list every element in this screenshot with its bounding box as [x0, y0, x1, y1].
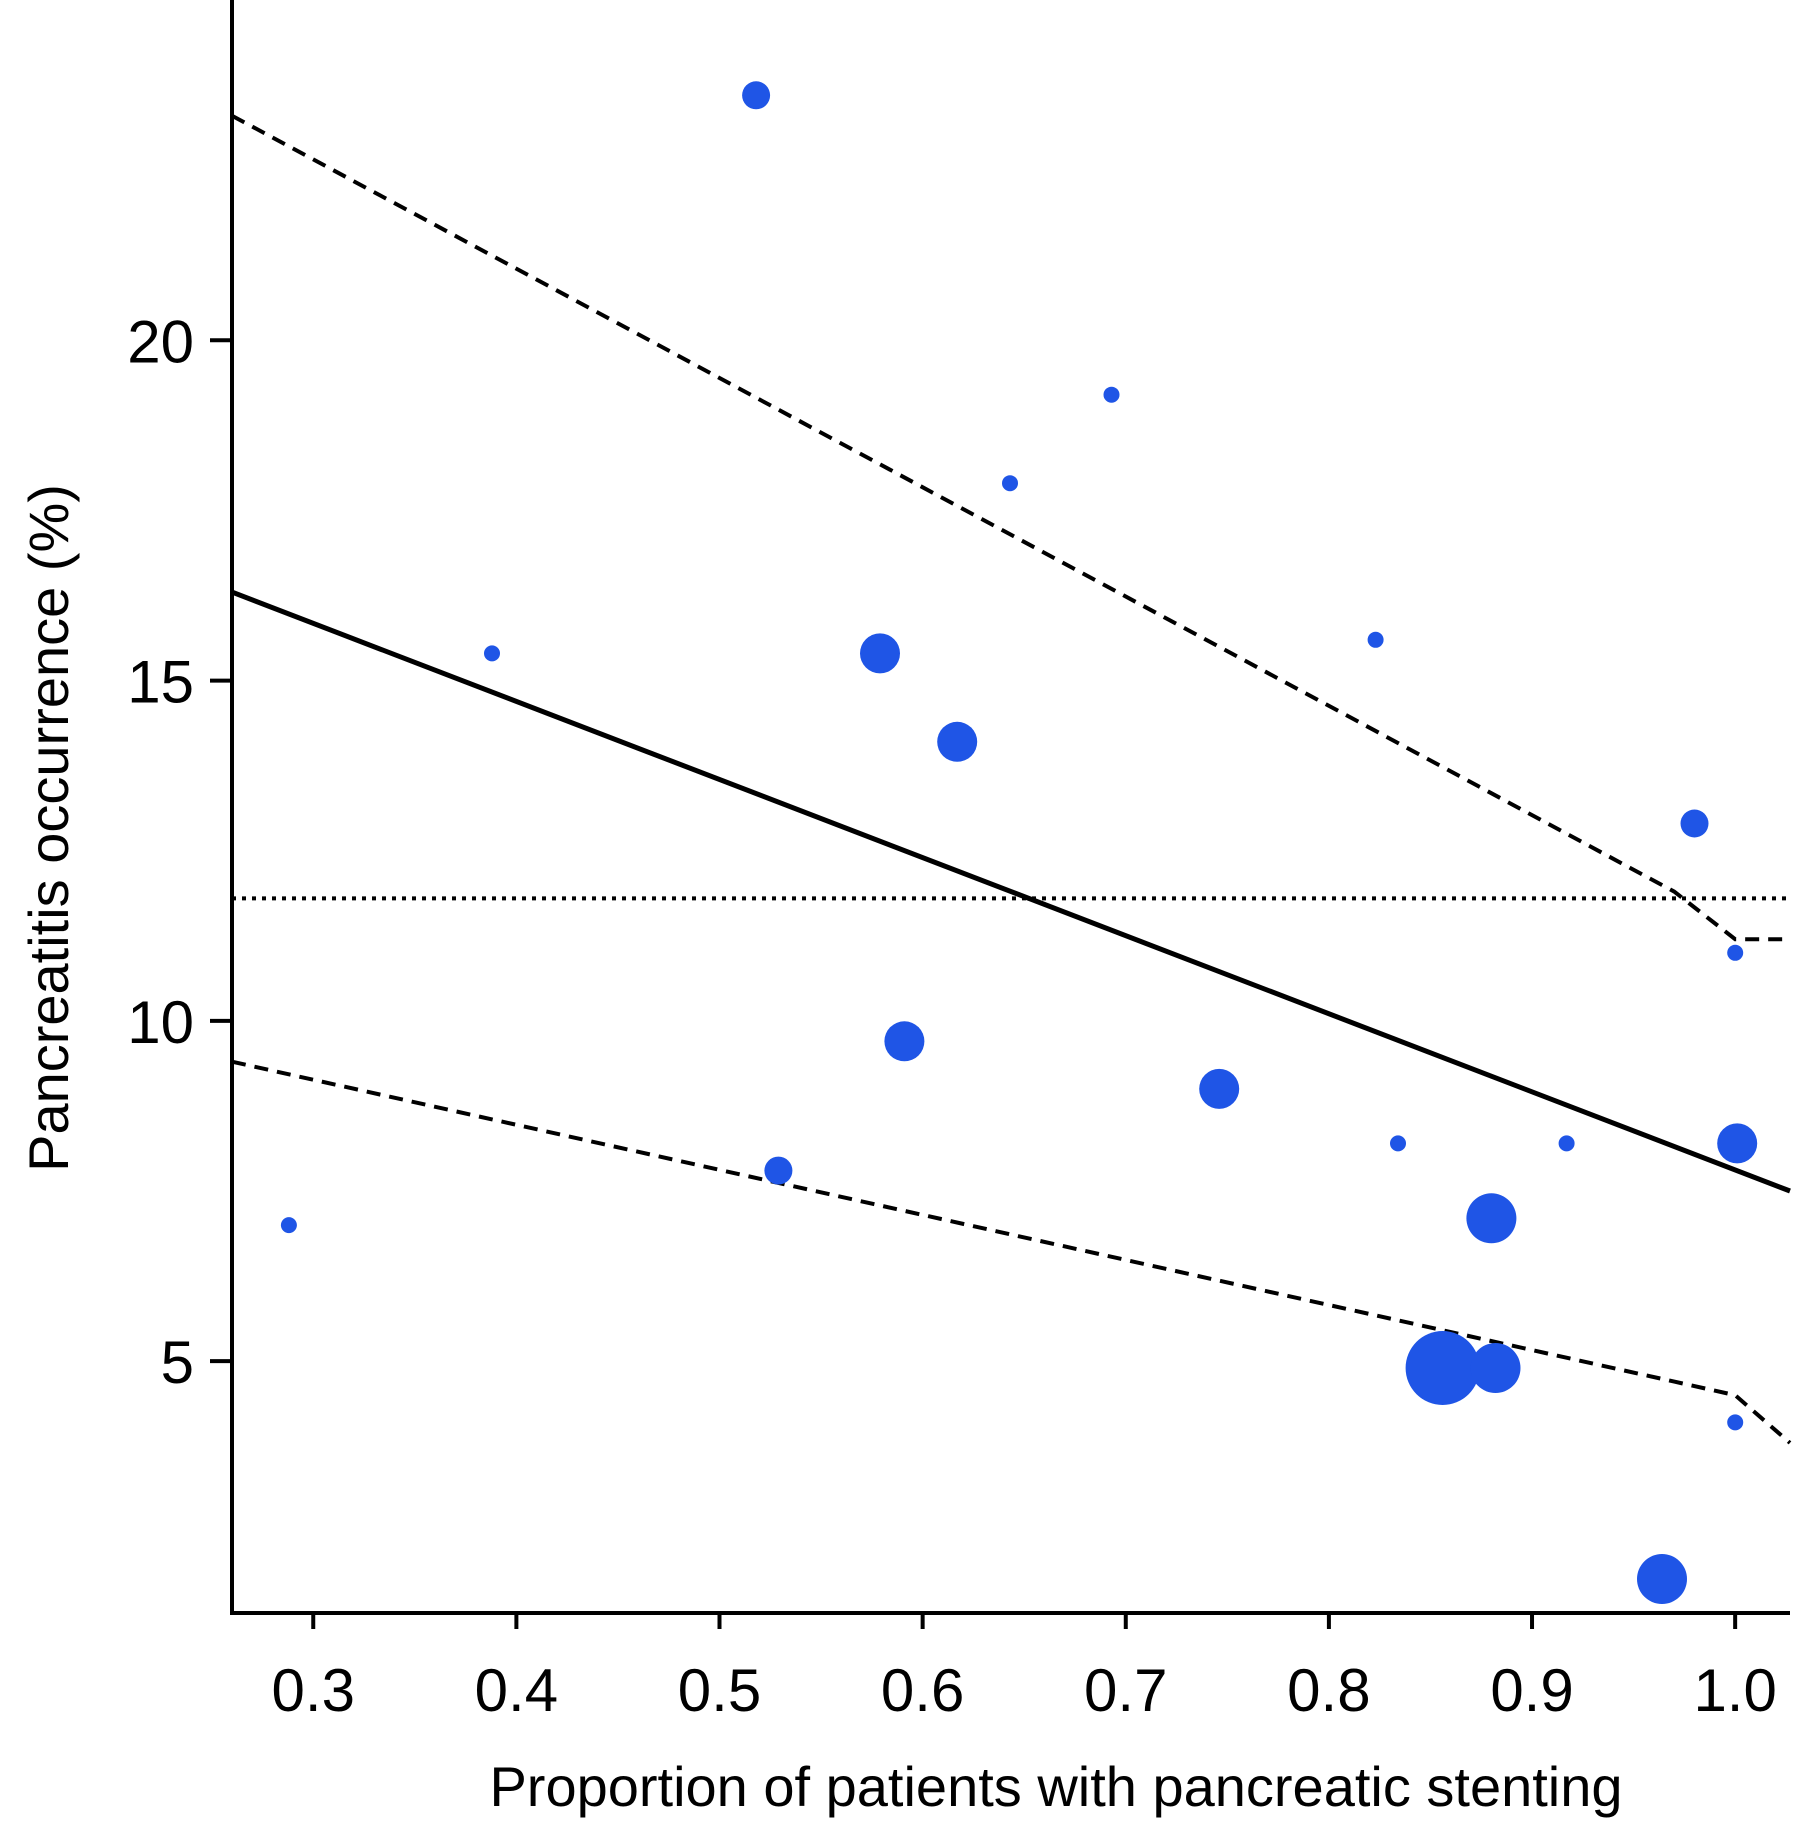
data-point — [742, 81, 771, 110]
data-point — [1367, 631, 1384, 648]
y-tick-label: 5 — [161, 1329, 194, 1396]
x-tick-label: 0.5 — [678, 1657, 761, 1724]
data-point — [937, 721, 978, 762]
x-tick-label: 0.6 — [881, 1657, 964, 1724]
x-tick-label: 1.0 — [1693, 1657, 1776, 1724]
data-point — [484, 645, 500, 662]
data-point — [1727, 944, 1744, 961]
y-axis-title: Pancreatitis occurrence (%) — [17, 484, 80, 1172]
y-tick-label: 20 — [127, 308, 194, 375]
x-tick-label: 0.9 — [1490, 1657, 1573, 1724]
data-point — [1717, 1123, 1758, 1164]
line-dashed-1 — [231, 113, 1790, 942]
y-axis-ticks: 5 10 15 20 — [127, 308, 232, 1396]
data-point — [1199, 1068, 1240, 1109]
data-point — [1103, 386, 1120, 403]
data-point — [1637, 1554, 1687, 1604]
regression-lines — [231, 113, 1792, 1445]
x-axis-title: Proportion of patients with pancreatic s… — [489, 1755, 1622, 1818]
data-point — [1727, 1414, 1744, 1431]
data-point — [1466, 1193, 1517, 1244]
data-points — [280, 81, 1758, 1604]
data-point — [1680, 809, 1709, 838]
axes — [230, 0, 1790, 1615]
data-point — [884, 1021, 925, 1062]
line-solid-0 — [231, 589, 1791, 1194]
y-tick-label: 15 — [127, 649, 194, 716]
x-tick-label: 0.7 — [1084, 1657, 1167, 1724]
data-point — [1558, 1135, 1575, 1152]
data-point — [764, 1156, 793, 1185]
data-point — [1390, 1135, 1406, 1152]
x-tick-label: 0.8 — [1287, 1657, 1370, 1724]
data-point — [280, 1217, 297, 1234]
x-tick-label: 0.4 — [475, 1657, 558, 1724]
x-axis-ticks: 0.3 0.4 0.5 0.6 0.7 0.8 0.9 1.0 — [272, 1613, 1777, 1724]
data-point — [1002, 475, 1018, 492]
data-point — [1405, 1331, 1480, 1405]
line-dashed-2 — [231, 1059, 1792, 1445]
x-tick-label: 0.3 — [272, 1657, 355, 1724]
y-tick-label: 10 — [127, 989, 194, 1056]
data-point — [1470, 1343, 1521, 1393]
data-point — [860, 633, 900, 674]
